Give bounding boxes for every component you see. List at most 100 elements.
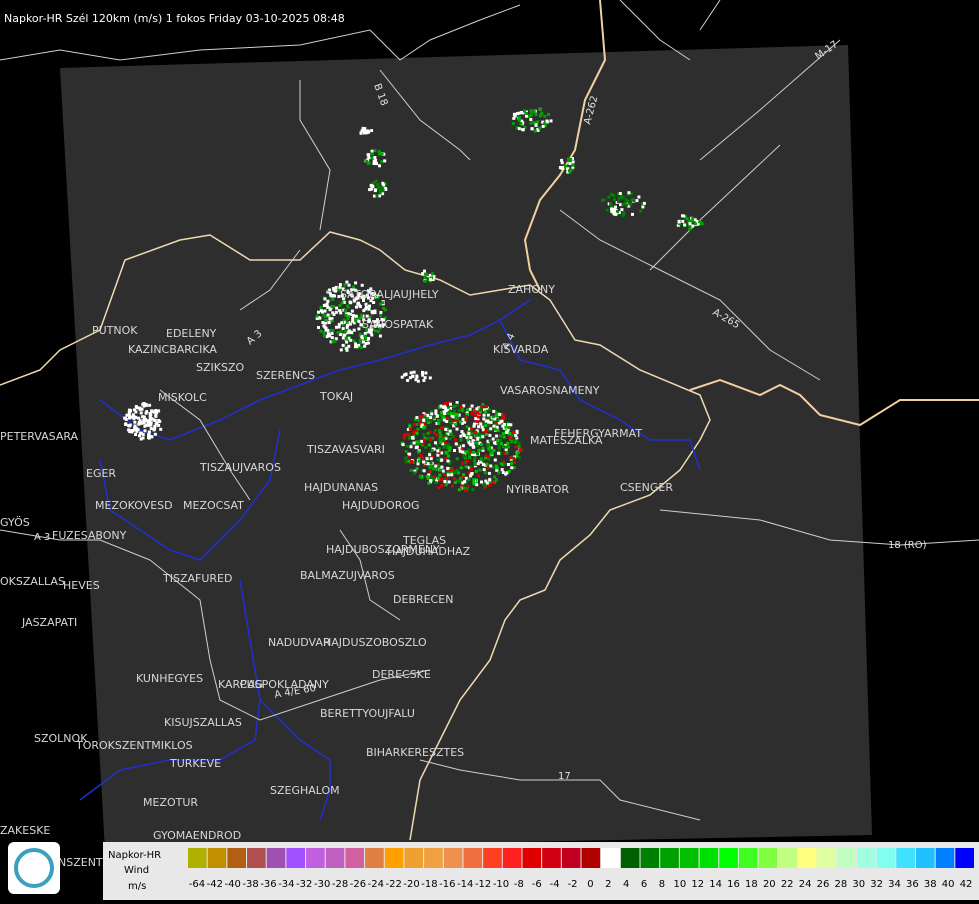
radar-echo bbox=[319, 306, 323, 309]
radar-echo bbox=[541, 120, 545, 124]
radar-echo bbox=[330, 331, 334, 335]
radar-echo bbox=[435, 422, 439, 425]
radar-echo bbox=[317, 326, 320, 329]
radar-echo bbox=[382, 183, 386, 187]
radar-echo bbox=[428, 470, 432, 474]
radar-echo bbox=[408, 425, 411, 428]
radar-echo bbox=[144, 411, 148, 415]
radar-echo bbox=[453, 416, 457, 420]
radar-echo bbox=[413, 469, 417, 473]
radar-echo bbox=[331, 329, 335, 333]
legend-cells bbox=[188, 848, 974, 868]
radar-echo bbox=[342, 333, 346, 337]
radar-echo bbox=[616, 200, 620, 204]
radar-echo bbox=[612, 207, 616, 211]
radar-echo bbox=[370, 149, 374, 153]
legend-cell bbox=[207, 848, 227, 868]
radar-echo bbox=[465, 433, 469, 437]
radar-echo bbox=[412, 370, 416, 374]
radar-echo bbox=[500, 468, 504, 472]
radar-echo bbox=[536, 120, 540, 124]
radar-echo bbox=[512, 460, 516, 464]
radar-echo bbox=[477, 415, 481, 419]
radar-echo bbox=[334, 310, 338, 314]
radar-echo bbox=[449, 432, 453, 436]
legend-label: -12 bbox=[475, 879, 491, 890]
radar-echo bbox=[435, 433, 439, 437]
radar-echo bbox=[145, 410, 149, 414]
radar-echo bbox=[420, 439, 423, 443]
radar-echo bbox=[354, 281, 358, 285]
radar-echo bbox=[326, 300, 330, 303]
legend-cell bbox=[620, 848, 640, 868]
radar-echo bbox=[401, 443, 405, 447]
radar-echo bbox=[446, 446, 450, 450]
legend-cell bbox=[561, 848, 581, 868]
radar-echo bbox=[637, 195, 641, 199]
radar-echo bbox=[429, 475, 433, 479]
radar-echo bbox=[467, 478, 471, 481]
legend-cell bbox=[188, 848, 207, 868]
legend-cell bbox=[306, 848, 325, 868]
radar-echo bbox=[485, 481, 489, 485]
radar-echo bbox=[453, 449, 456, 452]
radar-echo bbox=[501, 471, 505, 474]
radar-echo bbox=[442, 445, 446, 449]
radar-echo bbox=[567, 159, 571, 163]
radar-echo bbox=[375, 162, 378, 166]
radar-echo bbox=[367, 318, 371, 322]
radar-echo bbox=[440, 465, 444, 469]
radar-echo bbox=[541, 124, 545, 128]
radar-echo bbox=[461, 409, 465, 413]
town-label: FUZESABONY bbox=[52, 529, 127, 542]
radar-echo bbox=[443, 402, 447, 406]
radar-echo bbox=[153, 419, 157, 422]
radar-echo bbox=[467, 432, 471, 436]
radar-echo bbox=[497, 471, 501, 475]
radar-echo bbox=[683, 223, 686, 227]
radar-echo bbox=[456, 471, 460, 475]
radar-echo bbox=[426, 421, 430, 425]
radar-echo bbox=[414, 429, 418, 433]
map-title: Napkor-HR Szél 120km (m/s) 1 fokos Frida… bbox=[4, 12, 345, 25]
legend-cell bbox=[856, 848, 876, 868]
radar-echo bbox=[434, 411, 438, 415]
radar-echo bbox=[473, 453, 477, 457]
radar-echo bbox=[479, 422, 483, 426]
radar-echo bbox=[371, 311, 375, 315]
radar-echo bbox=[619, 203, 622, 207]
radar-echo bbox=[376, 187, 380, 191]
radar-echo bbox=[362, 340, 365, 344]
radar-echo bbox=[381, 185, 385, 189]
radar-echo bbox=[376, 318, 379, 322]
radar-echo bbox=[496, 429, 500, 432]
radar-echo bbox=[327, 333, 331, 336]
radar-echo bbox=[640, 202, 644, 206]
town-label: PETERVASARA bbox=[0, 430, 79, 443]
roads bbox=[0, 0, 979, 821]
radar-echo bbox=[437, 422, 441, 425]
radar-echo bbox=[436, 449, 440, 453]
radar-echo bbox=[382, 306, 386, 310]
legend-cell bbox=[778, 848, 797, 868]
radar-echo bbox=[480, 405, 484, 409]
radar-echo bbox=[437, 405, 441, 409]
radar-echo bbox=[432, 467, 436, 471]
legend-label: 34 bbox=[888, 879, 901, 890]
radar-echo bbox=[323, 315, 327, 319]
radar-echo bbox=[471, 442, 475, 446]
radar-echo bbox=[439, 441, 443, 445]
radar-echo bbox=[532, 110, 536, 113]
radar-echo bbox=[494, 442, 498, 445]
radar-echo bbox=[623, 201, 627, 205]
radar-echo bbox=[455, 427, 459, 431]
radar-echo bbox=[131, 429, 135, 433]
radar-echo bbox=[492, 409, 496, 413]
radar-echo bbox=[404, 450, 408, 454]
radar-echo bbox=[487, 471, 491, 475]
radar-echo bbox=[461, 444, 465, 448]
radar-echo bbox=[331, 294, 335, 297]
radar-echo bbox=[619, 194, 623, 197]
radar-echo bbox=[504, 445, 508, 449]
radar-echo bbox=[345, 340, 349, 344]
